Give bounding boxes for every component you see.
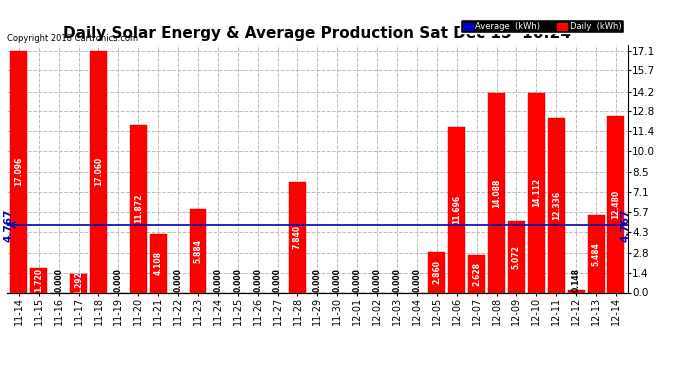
Text: 0.000: 0.000 — [253, 268, 262, 292]
Bar — [469, 255, 485, 292]
Text: 14.112: 14.112 — [532, 178, 541, 207]
Bar — [70, 274, 87, 292]
Bar — [150, 234, 166, 292]
Text: 11.872: 11.872 — [134, 194, 143, 223]
Text: 0.000: 0.000 — [333, 268, 342, 292]
Text: 4.767: 4.767 — [621, 209, 631, 242]
Text: 0.000: 0.000 — [273, 268, 282, 292]
Bar — [508, 221, 525, 292]
Text: 1.720: 1.720 — [34, 268, 43, 292]
Text: 2.860: 2.860 — [433, 260, 442, 284]
Bar — [30, 268, 47, 292]
Text: 4.767: 4.767 — [4, 209, 14, 242]
Text: 17.096: 17.096 — [14, 157, 23, 186]
Bar — [90, 51, 107, 292]
Text: 17.060: 17.060 — [94, 157, 103, 186]
Text: 0.148: 0.148 — [571, 268, 581, 292]
Text: 5.884: 5.884 — [193, 239, 202, 263]
Bar — [568, 290, 584, 292]
Text: 12.336: 12.336 — [552, 191, 561, 220]
Bar — [190, 209, 206, 292]
Text: 0.000: 0.000 — [413, 268, 422, 292]
Text: 2.628: 2.628 — [472, 262, 481, 286]
Text: Copyright 2018 Cartronics.com: Copyright 2018 Cartronics.com — [7, 33, 138, 42]
Text: 0.000: 0.000 — [114, 268, 123, 292]
Text: 0.000: 0.000 — [54, 268, 63, 292]
Bar — [607, 116, 624, 292]
Text: 0.000: 0.000 — [313, 268, 322, 292]
Title: Daily Solar Energy & Average Production Sat Dec 15  16:24: Daily Solar Energy & Average Production … — [63, 26, 571, 41]
Bar — [528, 93, 545, 292]
Text: 5.484: 5.484 — [591, 242, 600, 266]
Text: 0.000: 0.000 — [213, 268, 222, 292]
Text: 1.292: 1.292 — [74, 272, 83, 295]
Text: 7.840: 7.840 — [293, 225, 302, 249]
Legend: Average  (kWh), Daily  (kWh): Average (kWh), Daily (kWh) — [460, 20, 624, 33]
Text: 0.000: 0.000 — [353, 268, 362, 292]
Text: 0.000: 0.000 — [373, 268, 382, 292]
Text: 14.088: 14.088 — [492, 178, 501, 208]
Bar — [488, 93, 505, 292]
Text: 4.108: 4.108 — [154, 252, 163, 276]
Bar — [130, 124, 147, 292]
Text: 0.000: 0.000 — [174, 268, 183, 292]
Text: 0.000: 0.000 — [233, 268, 242, 292]
Text: 5.072: 5.072 — [512, 245, 521, 268]
Bar — [588, 215, 604, 292]
Bar — [548, 118, 564, 292]
Text: 0.000: 0.000 — [393, 268, 402, 292]
Text: 11.696: 11.696 — [452, 195, 461, 224]
Text: 12.480: 12.480 — [611, 190, 620, 219]
Bar — [428, 252, 445, 292]
Bar — [289, 182, 306, 292]
Bar — [10, 51, 28, 292]
Bar — [448, 127, 465, 292]
